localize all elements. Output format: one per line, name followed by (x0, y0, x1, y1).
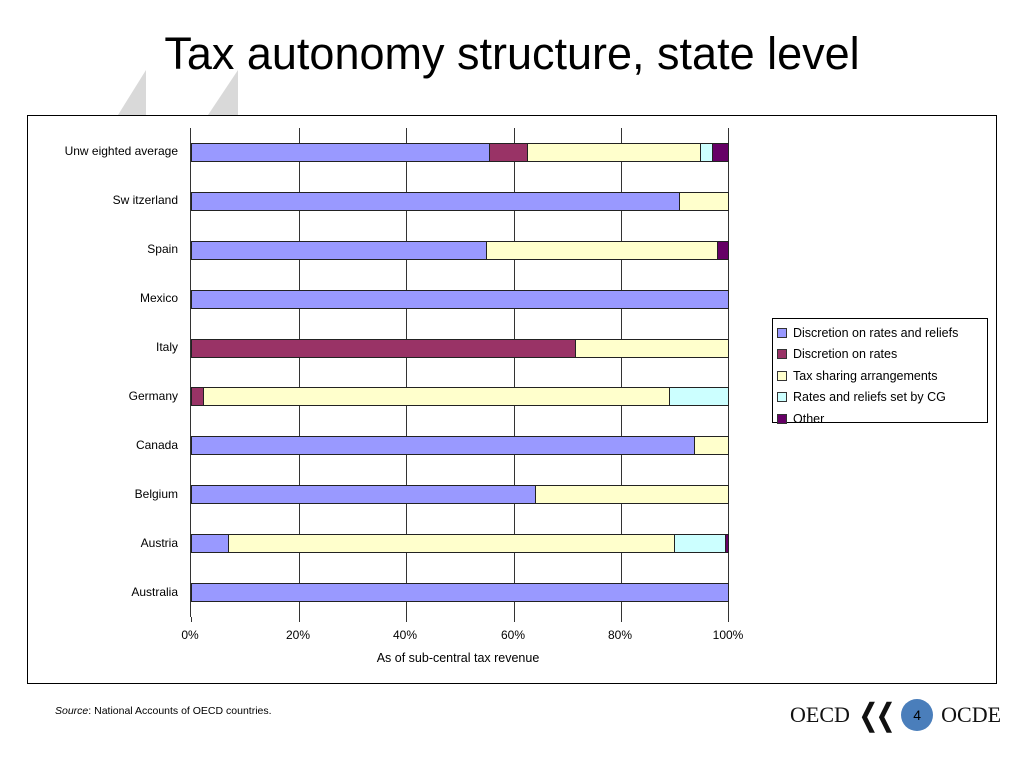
legend-label: Discretion on rates and reliefs (793, 325, 959, 340)
category-label: Germany (128, 388, 178, 403)
bar-segment (191, 289, 729, 309)
legend-label: Tax sharing arrangements (793, 368, 938, 383)
legend-label: Other (793, 411, 825, 426)
x-tick-label: 100% (712, 628, 744, 642)
category-label: Austria (140, 535, 178, 550)
axis-tick (191, 617, 192, 622)
bar-austria (191, 534, 729, 554)
legend-swatch-icon (777, 349, 787, 360)
bar-segment (191, 436, 695, 456)
gridline (406, 128, 407, 617)
bar-segment (713, 142, 729, 162)
bar-unweighted-average (191, 142, 729, 162)
page-number-badge: 4 (901, 699, 934, 731)
chart-legend: Discretion on rates and reliefs Discretio… (772, 318, 988, 426)
slide-title: Tax autonomy structure, state level (164, 28, 860, 79)
x-tick-label: 40% (392, 628, 418, 642)
legend-label: Discretion on rates (793, 347, 898, 362)
bar-italy (191, 338, 729, 358)
bar-segment (674, 534, 727, 554)
bar-segment (576, 338, 729, 358)
bar-segment (718, 240, 729, 260)
bar-segment (191, 534, 229, 554)
axis-tick (514, 617, 515, 622)
bar-australia (191, 583, 729, 603)
bar-segment (191, 583, 729, 603)
bar-segment (191, 142, 490, 162)
source-label: Source (55, 705, 89, 717)
bar-segment (694, 436, 729, 456)
gridline (514, 128, 515, 617)
legend-swatch-icon (777, 392, 787, 403)
legend-swatch-icon (777, 413, 787, 424)
bar-segment (489, 142, 528, 162)
axis-tick (621, 617, 622, 622)
bar-segment (228, 534, 675, 554)
gridline (621, 128, 622, 617)
source-note: Source: National Accounts of OECD countr… (55, 705, 272, 717)
legend-item: Other (777, 408, 987, 430)
x-tick-label: 60% (500, 628, 526, 642)
axis-tick (728, 617, 729, 622)
legend-item: Discretion on rates and reliefs (777, 322, 987, 344)
x-axis-title: As of sub-central tax revenue (376, 651, 540, 665)
axis-tick (406, 617, 407, 622)
legend-label: Rates and reliefs set by CG (793, 390, 946, 405)
category-label: Australia (131, 584, 178, 599)
oecd-chevron-icon: ❬❬ (855, 698, 898, 732)
x-tick-label: 0% (181, 628, 199, 642)
oecd-logo: OECD ❬❬ 4 OCDE (790, 698, 1001, 732)
bar-germany (191, 387, 729, 407)
bar-belgium (191, 485, 729, 505)
bar-segment (535, 485, 729, 505)
category-label: Belgium (134, 486, 178, 501)
bar-segment (726, 534, 729, 554)
bar-segment (679, 191, 729, 211)
category-label: Sw itzerland (112, 193, 178, 208)
category-label: Canada (135, 437, 178, 452)
bar-segment (191, 240, 487, 260)
category-label: Unw eighted average (64, 144, 178, 159)
bar-segment (486, 240, 719, 260)
source-text: : National Accounts of OECD countries. (88, 705, 272, 717)
legend-item: Discretion on rates (777, 344, 987, 366)
bar-mexico (191, 289, 729, 309)
bar-segment (701, 142, 714, 162)
logo-text-ocde: OCDE (941, 702, 1002, 727)
legend-item: Tax sharing arrangements (777, 365, 987, 387)
category-label: Mexico (139, 291, 178, 306)
bar-spain (191, 240, 729, 260)
bar-segment (670, 387, 729, 407)
bar-canada (191, 436, 729, 456)
bar-segment (191, 191, 680, 211)
logo-text-oecd: OECD (790, 702, 850, 727)
bar-segment (527, 142, 701, 162)
x-tick-label: 80% (607, 628, 633, 642)
x-tick-label: 20% (285, 628, 311, 642)
legend-swatch-icon (777, 370, 787, 381)
plot-area (190, 128, 729, 622)
bar-segment (204, 387, 671, 407)
bar-segment (191, 485, 536, 505)
category-label: Italy (155, 340, 178, 355)
bar-segment (191, 387, 205, 407)
axis-tick (299, 617, 300, 622)
legend-swatch-icon (777, 327, 787, 338)
legend-item: Rates and reliefs set by CG (777, 387, 987, 409)
gridline (299, 128, 300, 617)
category-label: Spain (147, 242, 178, 257)
bar-switzerland (191, 191, 729, 211)
bar-segment (191, 338, 577, 358)
